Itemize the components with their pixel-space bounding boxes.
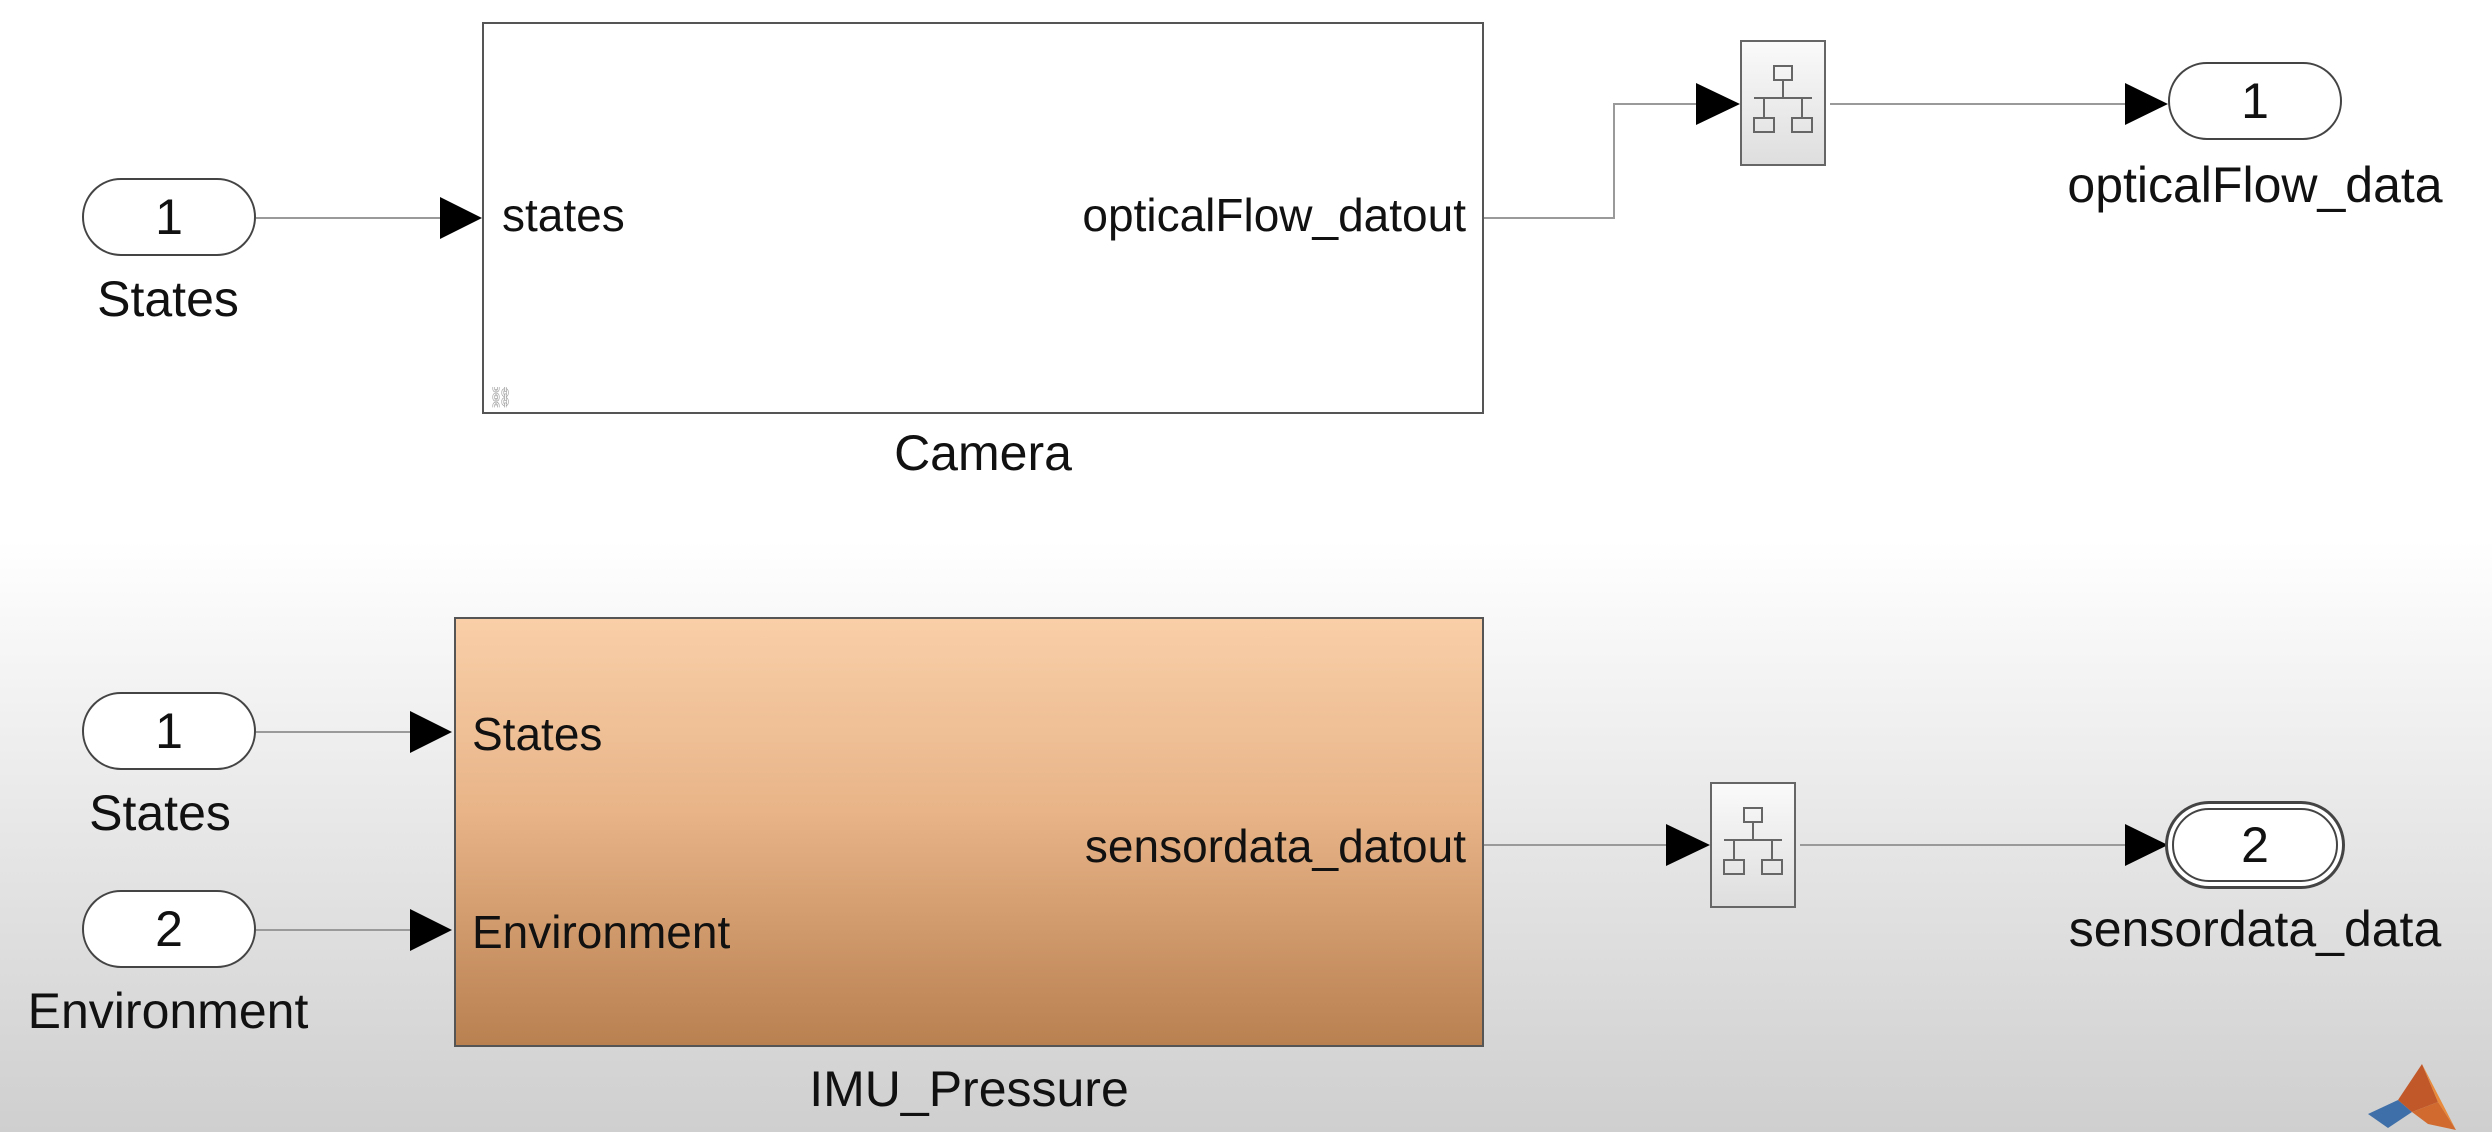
camera-output-port-name: opticalFlow_datout [1082,189,1466,241]
port-number: 2 [2241,817,2269,873]
camera-block[interactable]: states opticalFlow_datout ⛓ [482,22,1484,414]
inport-label: States [89,785,231,841]
outport-label: opticalFlow_data [2067,157,2443,213]
imu-block-name: IMU_Pressure [809,1061,1129,1117]
line-camera-to-tag [1484,103,1700,219]
outport-label: sensordata_data [2068,901,2442,957]
arrow-tag2-in [1666,824,1710,866]
matlab-logo-icon [2368,1064,2456,1130]
inport-environment[interactable]: 2 [82,890,256,968]
outport-sensordata-data[interactable]: 2 [2172,808,2338,882]
arrow-imu-states-in [410,711,452,753]
bus-selector-icon [1723,807,1783,875]
outport-opticalflow-data[interactable]: 1 [2168,62,2342,140]
camera-block-name: Camera [894,425,1072,481]
arrow-outport1-in [2125,83,2168,125]
imu-input-port-states: States [472,708,603,760]
bus-selector-icon [1753,65,1813,133]
port-number: 2 [155,901,183,957]
inport-states-1[interactable]: 1 [82,178,256,256]
inport-label: Environment [27,983,309,1039]
library-link-icon: ⛓ [488,387,514,409]
camera-input-port-name: states [502,189,625,241]
port-number: 1 [155,189,183,245]
imu-input-port-environment: Environment [472,906,731,958]
bus-selector-block-1[interactable] [1740,40,1826,166]
bus-selector-block-2[interactable] [1710,782,1796,908]
arrow-imu-env-in [410,909,452,951]
imu-pressure-block[interactable]: States Environment sensordata_datout [454,617,1484,1047]
port-number: 1 [2241,73,2269,129]
port-number: 1 [155,703,183,759]
imu-output-port-name: sensordata_datout [1084,820,1466,872]
arrow-tag1-in [1696,83,1740,125]
arrow-camera-in [440,197,482,239]
inport-states-2[interactable]: 1 [82,692,256,770]
arrow-outport2-in [2125,824,2168,866]
inport-label: States [97,271,239,327]
